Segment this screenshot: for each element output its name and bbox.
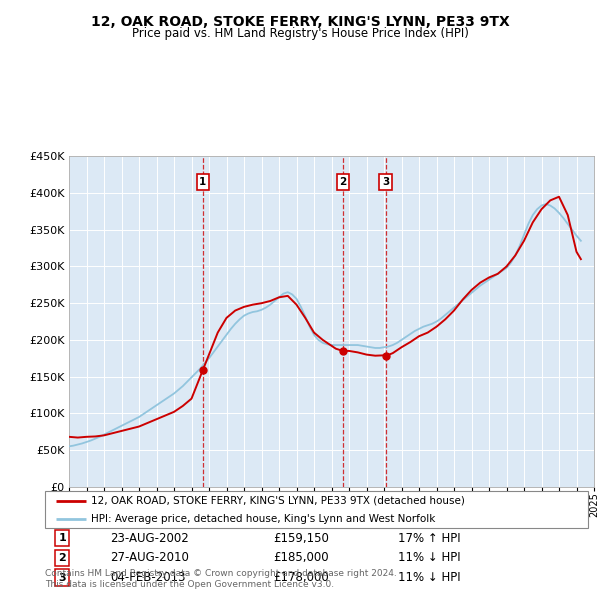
- Text: 04-FEB-2013: 04-FEB-2013: [110, 571, 185, 584]
- Text: 2: 2: [339, 177, 347, 187]
- Text: 3: 3: [59, 572, 66, 582]
- FancyBboxPatch shape: [45, 491, 588, 528]
- Text: Price paid vs. HM Land Registry's House Price Index (HPI): Price paid vs. HM Land Registry's House …: [131, 27, 469, 40]
- Text: 12, OAK ROAD, STOKE FERRY, KING'S LYNN, PE33 9TX: 12, OAK ROAD, STOKE FERRY, KING'S LYNN, …: [91, 15, 509, 29]
- Text: Contains HM Land Registry data © Crown copyright and database right 2024.
This d: Contains HM Land Registry data © Crown c…: [45, 569, 397, 589]
- Text: 23-AUG-2002: 23-AUG-2002: [110, 532, 189, 545]
- Text: 3: 3: [382, 177, 389, 187]
- Text: 11% ↓ HPI: 11% ↓ HPI: [398, 571, 461, 584]
- Text: £185,000: £185,000: [273, 552, 329, 565]
- Text: 1: 1: [59, 533, 66, 543]
- Text: £178,000: £178,000: [273, 571, 329, 584]
- Text: HPI: Average price, detached house, King's Lynn and West Norfolk: HPI: Average price, detached house, King…: [91, 514, 436, 524]
- Text: 27-AUG-2010: 27-AUG-2010: [110, 552, 189, 565]
- Text: 17% ↑ HPI: 17% ↑ HPI: [398, 532, 461, 545]
- Text: 1: 1: [199, 177, 206, 187]
- Text: 11% ↓ HPI: 11% ↓ HPI: [398, 552, 461, 565]
- Text: £159,150: £159,150: [273, 532, 329, 545]
- Text: 2: 2: [59, 553, 66, 563]
- Text: 12, OAK ROAD, STOKE FERRY, KING'S LYNN, PE33 9TX (detached house): 12, OAK ROAD, STOKE FERRY, KING'S LYNN, …: [91, 496, 465, 506]
